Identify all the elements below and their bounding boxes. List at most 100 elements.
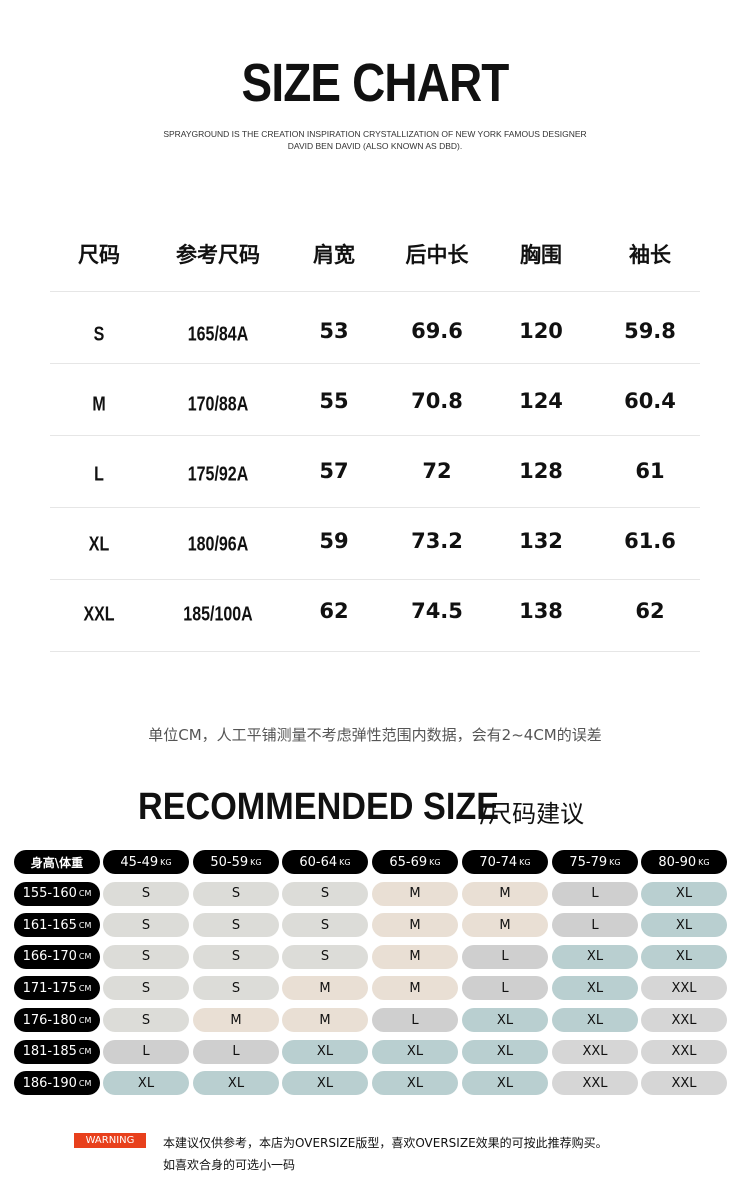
recommended-size-cell: M	[282, 976, 368, 1001]
measurement-value: 73.2	[411, 529, 463, 553]
height-header: 181-185 CM	[14, 1039, 100, 1064]
recommended-size-cell: XL	[641, 881, 727, 906]
recommended-size-cell: L	[103, 1039, 189, 1064]
height-range: 181-185	[22, 1044, 77, 1060]
height-unit: CM	[78, 952, 92, 962]
recommended-size-cell: S	[103, 976, 189, 1001]
recommended-size-cell: M	[462, 913, 548, 938]
height-header: 161-165 CM	[14, 913, 100, 938]
measurement-value: 138	[519, 599, 563, 623]
recommended-size-cell: XXL	[552, 1039, 638, 1064]
weight-header: 60-64 KG	[282, 850, 368, 874]
height-range: 171-175	[22, 980, 77, 996]
recommended-size-cell: XXL	[641, 1071, 727, 1096]
weight-range: 80-90	[658, 854, 697, 870]
recommended-size-cell: XL	[372, 1071, 458, 1096]
weight-header: 70-74 KG	[462, 850, 548, 874]
size-label: XL	[88, 533, 110, 556]
recommended-size-cell: XL	[552, 976, 638, 1001]
recommended-size-cell: S	[193, 976, 279, 1001]
recommended-size-cell: XL	[552, 944, 638, 969]
height-range: 176-180	[22, 1012, 77, 1028]
recommended-size-cell: S	[103, 944, 189, 969]
weight-range: 60-64	[299, 854, 338, 870]
column-header: 肩宽	[313, 243, 355, 267]
recommended-size-cell: XL	[462, 1008, 548, 1032]
height-header: 171-175 CM	[14, 976, 100, 1001]
recommended-size-cell: XL	[462, 1071, 548, 1096]
height-header: 186-190 CM	[14, 1071, 100, 1096]
reference-size: 180/96A	[187, 533, 249, 556]
weight-range: 45-49	[120, 854, 159, 870]
measurement-value: 74.5	[411, 599, 463, 623]
height-unit: CM	[78, 1015, 92, 1025]
recommended-size-cell: S	[103, 913, 189, 938]
page-title: SIZE CHART	[241, 53, 510, 113]
recommended-size-cell: XXL	[641, 1039, 727, 1064]
measurement-value: 53	[319, 319, 349, 343]
recommended-size-cell: XL	[103, 1071, 189, 1096]
recommended-size-cell: S	[103, 1008, 189, 1032]
reference-size: 185/100A	[183, 603, 253, 626]
row-divider	[50, 579, 700, 580]
height-unit: CM	[78, 889, 92, 899]
height-header: 155-160 CM	[14, 881, 100, 906]
recommended-size-cell: XXL	[552, 1071, 638, 1096]
measurement-value: 70.8	[411, 389, 463, 413]
size-label: S	[93, 323, 105, 346]
column-header: 后中长	[405, 243, 469, 267]
measurement-value: 128	[519, 459, 563, 483]
measurement-value: 60.4	[624, 389, 676, 413]
row-divider	[50, 291, 700, 292]
height-header: 176-180 CM	[14, 1008, 100, 1032]
recommended-size-cell: XL	[193, 1071, 279, 1096]
recommended-size-cell: M	[372, 976, 458, 1001]
warning-line: 本建议仅供参考，本店为OVERSIZE版型，喜欢OVERSIZE效果的可按此推荐…	[163, 1136, 608, 1150]
recommended-size-cell: XL	[641, 913, 727, 938]
recommended-size-cell: M	[462, 881, 548, 906]
weight-unit: KG	[429, 857, 441, 867]
height-unit: CM	[78, 1078, 92, 1088]
weight-unit: KG	[519, 857, 531, 867]
warning-text: 本建议仅供参考，本店为OVERSIZE版型，喜欢OVERSIZE效果的可按此推荐…	[163, 1132, 608, 1176]
subtitle-line: DAVID BEN DAVID (ALSO KNOWN AS DBD).	[287, 141, 463, 151]
reference-size: 170/88A	[187, 393, 249, 416]
recommended-title: RECOMMENDED SIZE	[138, 786, 500, 828]
recommended-size-cell: L	[552, 881, 638, 906]
corner-header: 身高\体重	[14, 850, 100, 874]
recommended-size-cell: S	[282, 944, 368, 969]
recommended-size-cell: XL	[641, 944, 727, 969]
measurement-value: 69.6	[411, 319, 463, 343]
weight-unit: KG	[698, 857, 710, 867]
recommended-size-cell: M	[282, 1008, 368, 1032]
weight-header: 80-90 KG	[641, 850, 727, 874]
recommended-size-cell: L	[193, 1039, 279, 1064]
measurement-value: 55	[319, 389, 349, 413]
height-range: 186-190	[22, 1075, 77, 1091]
height-unit: CM	[78, 983, 92, 993]
measurement-value: 72	[422, 459, 452, 483]
height-range: 161-165	[22, 917, 77, 933]
recommended-size-cell: S	[193, 913, 279, 938]
weight-unit: KG	[250, 857, 262, 867]
measurement-value: 59	[319, 529, 349, 553]
measurement-value: 62	[635, 599, 665, 623]
measurement-value: 61.6	[624, 529, 676, 553]
recommended-size-cell: S	[193, 944, 279, 969]
recommended-size-cell: XL	[282, 1071, 368, 1096]
reference-size: 175/92A	[187, 463, 249, 486]
recommended-size-cell: S	[103, 881, 189, 906]
weight-range: 50-59	[210, 854, 249, 870]
row-divider	[50, 363, 700, 364]
height-unit: CM	[78, 1047, 92, 1057]
height-range: 155-160	[22, 886, 77, 902]
warning-badge: WARNING	[74, 1133, 146, 1148]
measurement-value: 124	[519, 389, 563, 413]
size-label: L	[94, 463, 104, 486]
size-label: M	[92, 393, 106, 416]
column-header: 尺码	[78, 243, 120, 267]
weight-range: 65-69	[389, 854, 428, 870]
measurement-note: 单位CM，人工平铺测量不考虑弹性范围内数据，会有2~4CM的误差	[148, 726, 602, 744]
row-divider	[50, 435, 700, 436]
